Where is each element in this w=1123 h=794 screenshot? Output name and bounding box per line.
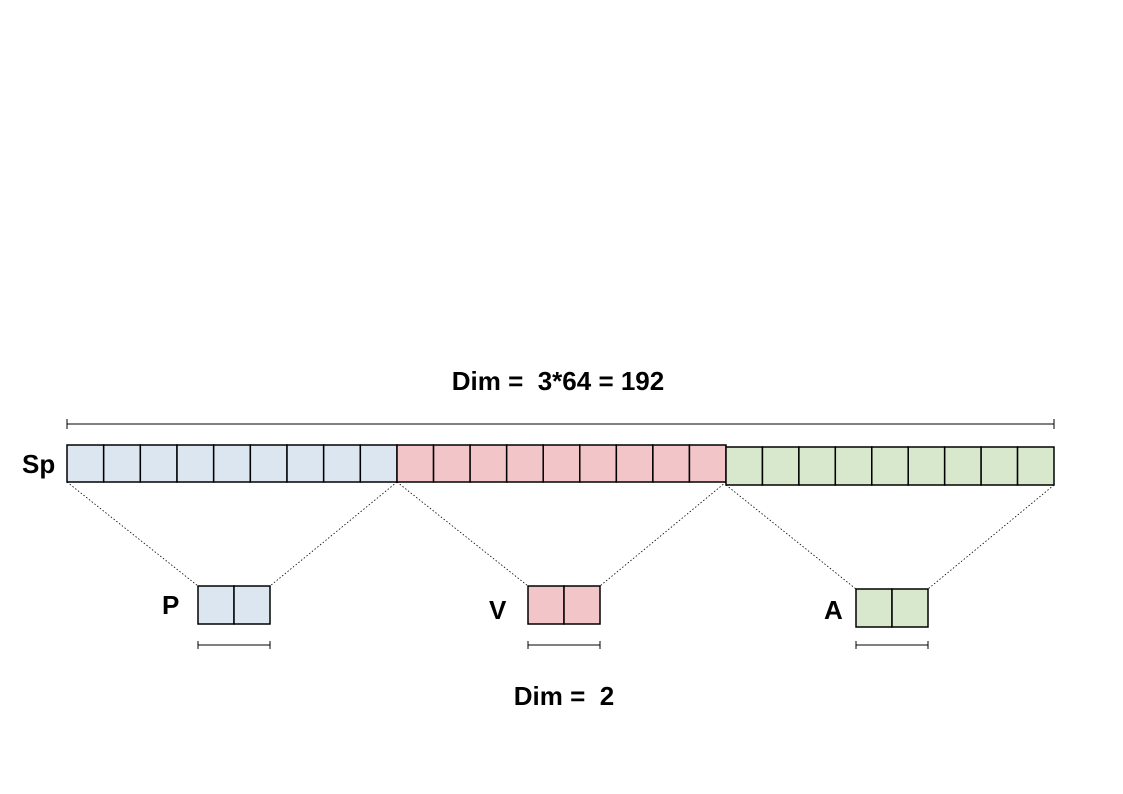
cell-p-8 — [322, 444, 362, 483]
bottom-dim-label: Dim = 2 — [514, 681, 614, 711]
cell-a-4 — [834, 446, 873, 486]
main-vector-row — [66, 444, 1055, 486]
cell-p-6 — [249, 444, 288, 483]
sub-block-v: V — [489, 585, 601, 649]
cell-v-3 — [469, 444, 508, 483]
guide-right-v — [599, 481, 727, 587]
sub-cell-v-2 — [563, 585, 601, 625]
sub-block-label-v: V — [489, 595, 507, 625]
guide-left-p — [66, 481, 199, 587]
sub-block-label-p: P — [162, 590, 179, 620]
cell-p-3 — [139, 444, 178, 483]
top-dim-label: Dim = 3*64 = 192 — [452, 366, 664, 396]
segment-v — [396, 444, 727, 483]
cell-v-7 — [615, 444, 654, 483]
cell-a-6 — [907, 446, 946, 486]
guide-right-a — [927, 484, 1055, 590]
sub-block-a: A — [824, 588, 929, 649]
main-row-label: Sp — [22, 449, 55, 479]
cell-a-7 — [943, 446, 982, 486]
sub-bracket-v — [527, 641, 601, 649]
cell-p-1 — [66, 444, 105, 483]
cell-v-1 — [396, 444, 435, 483]
sub-cell-v-1 — [527, 585, 565, 625]
sub-cell-a-1 — [855, 588, 893, 628]
cell-a-9 — [1016, 446, 1055, 486]
sub-block-p: P — [162, 585, 271, 649]
cell-v-6 — [579, 444, 618, 483]
cell-p-9 — [359, 444, 398, 483]
segment-p — [66, 444, 398, 483]
sub-bracket-a — [855, 641, 929, 649]
cell-v-5 — [542, 444, 581, 483]
cell-p-4 — [176, 444, 215, 483]
sub-cell-a-2 — [891, 588, 929, 628]
sub-cell-p-2 — [233, 585, 271, 625]
cell-p-7 — [286, 444, 325, 483]
cell-p-2 — [102, 444, 142, 483]
cell-v-4 — [505, 444, 544, 483]
cell-a-1 — [725, 446, 764, 486]
cell-a-3 — [798, 446, 837, 486]
cell-a-2 — [761, 446, 800, 486]
cell-v-9 — [688, 444, 727, 483]
cell-v-2 — [432, 444, 471, 483]
cell-v-8 — [652, 444, 691, 483]
guide-right-p — [269, 481, 398, 587]
cell-p-5 — [212, 444, 252, 483]
guide-left-a — [725, 484, 857, 590]
guide-left-v — [396, 481, 529, 587]
top-dimension-bracket — [66, 419, 1055, 429]
sub-block-label-a: A — [824, 595, 843, 625]
cell-a-8 — [980, 446, 1019, 486]
cell-a-5 — [871, 446, 909, 486]
segment-a — [725, 446, 1055, 486]
sub-cell-p-1 — [197, 585, 235, 625]
projection-guide-lines — [66, 481, 1055, 590]
sub-bracket-p — [197, 641, 271, 649]
